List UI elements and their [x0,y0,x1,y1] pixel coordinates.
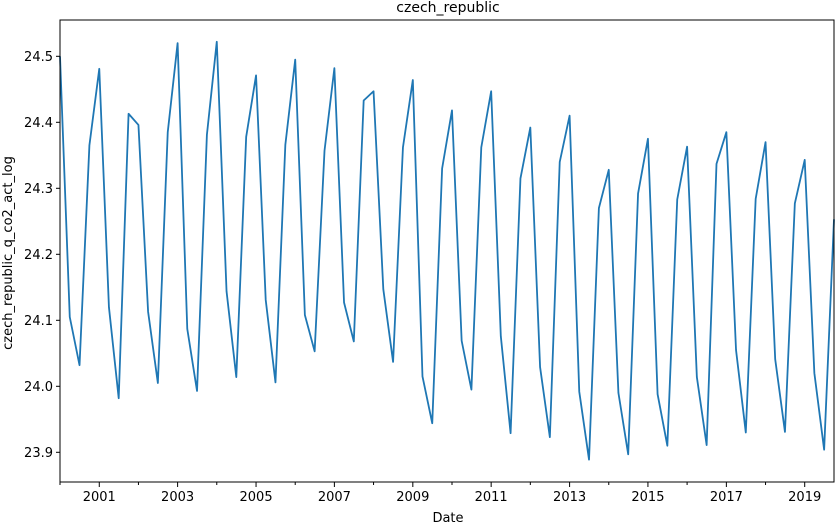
series-line-0 [59,40,835,461]
x-tick-label: 2009 [396,490,429,505]
series-line-layer [59,40,835,461]
y-tick-label: 24.3 [24,182,53,197]
chart-title: czech_republic [396,0,499,16]
x-tick-label: 2013 [553,490,586,505]
y-tick-label: 24.2 [24,248,53,263]
y-tick-label: 24.0 [24,380,53,395]
x-tick-label: 2005 [240,490,273,505]
x-tick-label: 2019 [788,490,821,505]
x-tick-label: 2015 [631,490,664,505]
y-tick-label: 24.4 [24,116,53,131]
y-tick-label: 24.5 [24,50,53,65]
y-tick-label: 23.9 [24,446,53,461]
x-tick-label: 2011 [475,490,508,505]
x-tick-label: 2001 [83,490,116,505]
x-tick-label: 2007 [318,490,351,505]
y-tick-label: 24.1 [24,314,53,329]
x-tick-label: 2003 [161,490,194,505]
plot-frame [59,19,835,483]
y-axis-label: czech_republic_q_co2_act_log [1,156,16,350]
x-axis-label: Date [432,511,463,525]
x-tick-label: 2017 [710,490,743,505]
axes-layer: 23.9 24.0 24.1 24.2 24.3 24.4 24.5 2001 2003 2005… [24,19,835,505]
